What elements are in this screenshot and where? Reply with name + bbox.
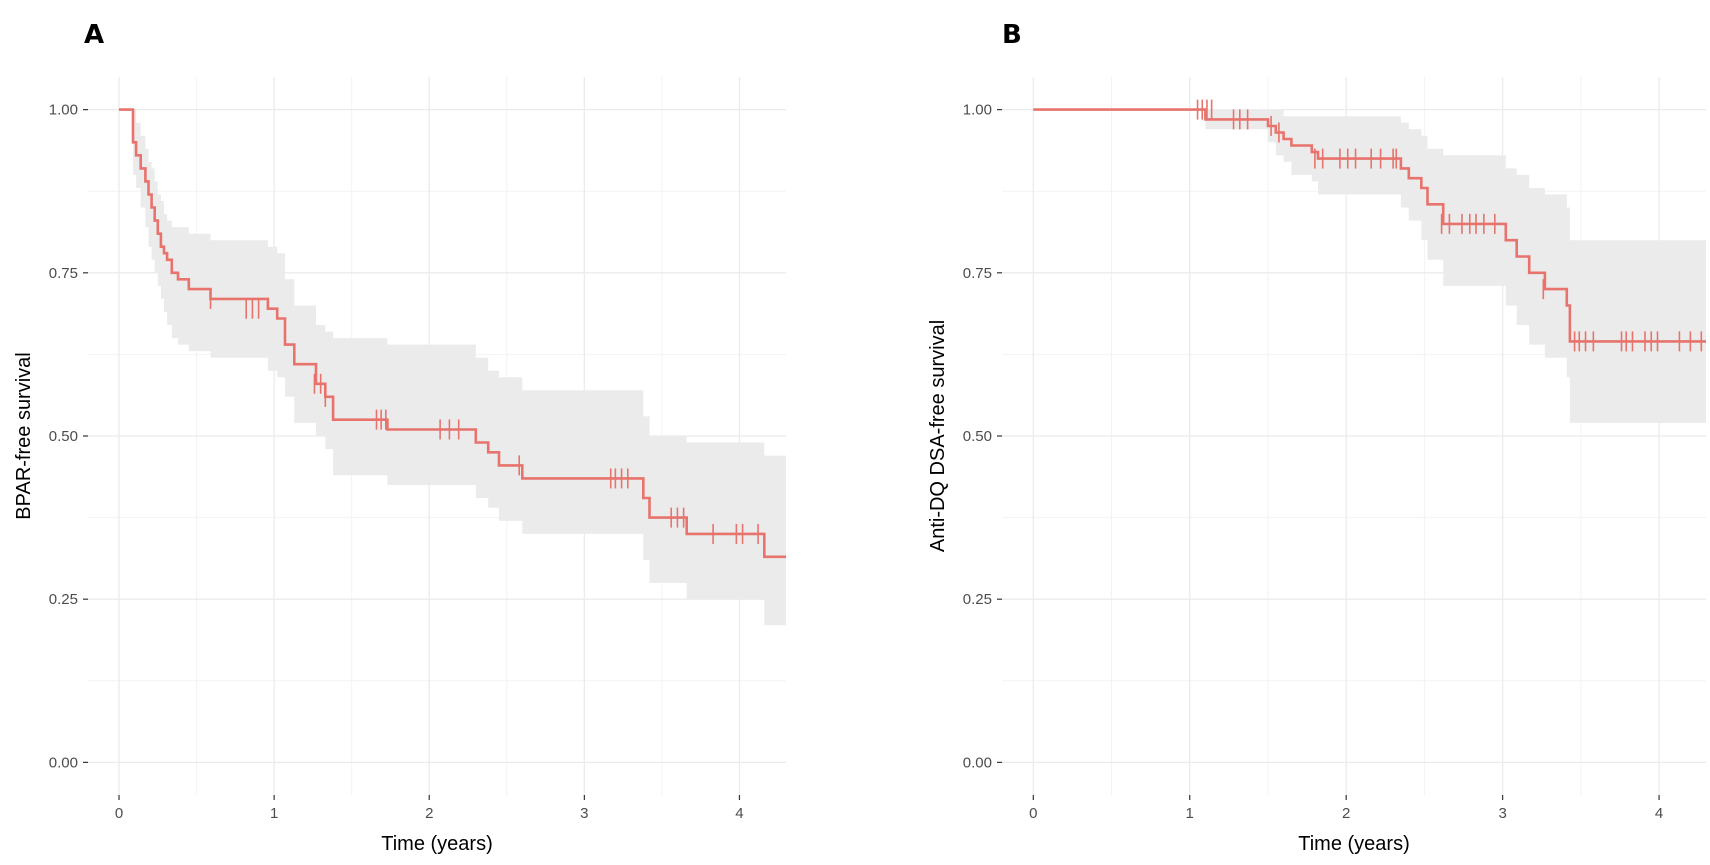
y-tick-label: 1.00 — [963, 102, 992, 119]
y-tick-label: 0.00 — [49, 754, 78, 771]
x-tick-label: 4 — [1655, 805, 1663, 822]
panel-a-letter: A — [84, 20, 105, 50]
y-tick-label: 0.50 — [49, 428, 78, 445]
x-tick-label: 2 — [1342, 805, 1350, 822]
y-tick-label: 0.50 — [963, 428, 992, 445]
x-tick-label: 2 — [425, 805, 433, 822]
x-tick-label: 1 — [1186, 805, 1194, 822]
y-axis-title: Anti-DQ DSA-free survival — [927, 320, 949, 552]
y-tick-label: 0.75 — [49, 265, 78, 282]
panel-b-plot: 0.00 0.25 0.50 0.75 1.00 0 1 2 3 4 Time (years) Ant… — [927, 77, 1706, 855]
y-axis-title: BPAR-free survival — [13, 352, 35, 519]
x-tick-label: 4 — [735, 805, 743, 822]
panel-a-plot: 0.00 0.25 0.50 0.75 1.00 0 1 2 3 4 Time (years) BPA… — [13, 77, 786, 855]
x-axis-title: Time (years) — [381, 833, 492, 855]
panel-b-letter: B — [1002, 20, 1022, 50]
y-tick-label: 0.75 — [963, 265, 992, 282]
x-tick-label: 0 — [1029, 805, 1037, 822]
x-tick-label: 0 — [115, 805, 123, 822]
y-tick-label: 0.00 — [963, 754, 992, 771]
survival-curve — [119, 108, 786, 559]
y-tick-label: 1.00 — [49, 102, 78, 119]
x-tick-label: 1 — [270, 805, 278, 822]
survival-curve — [1033, 108, 1706, 343]
confidence-band — [1033, 109, 1706, 423]
confidence-band — [119, 109, 786, 626]
x-tick-label: 3 — [1498, 805, 1506, 822]
x-tick-label: 3 — [580, 805, 588, 822]
y-tick-label: 0.25 — [963, 591, 992, 608]
y-tick-label: 0.25 — [49, 591, 78, 608]
x-axis-title: Time (years) — [1298, 833, 1409, 855]
